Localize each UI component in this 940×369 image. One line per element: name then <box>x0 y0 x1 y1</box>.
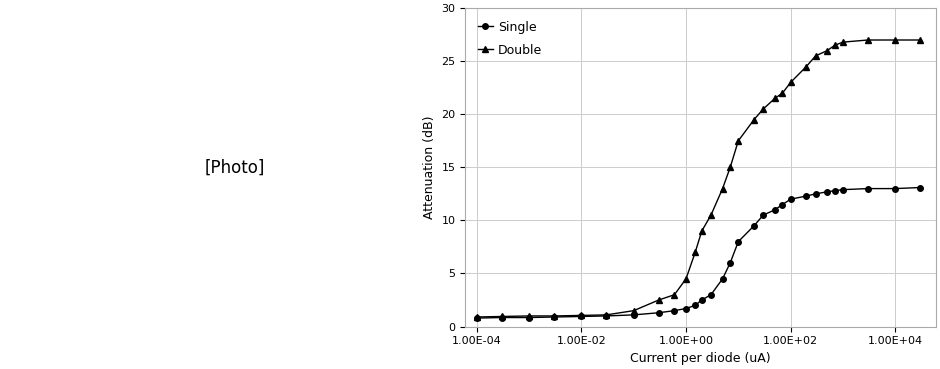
Text: [Photo]: [Photo] <box>205 158 265 176</box>
Double <box>576 313 588 318</box>
Single <box>628 313 639 317</box>
Single <box>732 239 744 244</box>
Double <box>524 314 535 318</box>
Single <box>668 308 680 313</box>
Double <box>697 229 708 233</box>
Single <box>822 190 833 194</box>
Single <box>748 224 760 228</box>
Double <box>668 293 680 297</box>
Double <box>758 107 769 111</box>
Single <box>758 213 769 217</box>
Single <box>653 311 665 315</box>
Double <box>471 315 482 319</box>
Single <box>717 277 728 281</box>
Single <box>889 186 901 191</box>
Single <box>838 187 849 192</box>
Double <box>548 314 559 318</box>
Single <box>548 315 559 319</box>
Single <box>690 303 701 307</box>
Double <box>717 186 728 191</box>
Double <box>822 48 833 53</box>
Single <box>862 186 873 191</box>
Single <box>496 315 508 320</box>
Single <box>801 194 812 198</box>
Single <box>776 202 788 207</box>
Double <box>705 213 716 217</box>
Double <box>776 91 788 95</box>
Single <box>697 298 708 302</box>
Double <box>628 308 639 313</box>
Single <box>725 261 736 265</box>
Double <box>810 54 822 58</box>
Single <box>785 197 796 201</box>
Double <box>769 96 780 101</box>
Y-axis label: Attenuation (dB): Attenuation (dB) <box>423 115 436 219</box>
Single <box>601 314 612 318</box>
Double <box>889 38 901 42</box>
Single <box>915 185 926 190</box>
Single <box>576 314 588 319</box>
Double <box>862 38 873 42</box>
X-axis label: Current per diode (uA): Current per diode (uA) <box>630 352 771 365</box>
Double <box>785 80 796 85</box>
Single <box>810 192 822 196</box>
Single <box>829 189 840 193</box>
Double <box>653 298 665 302</box>
Line: Single: Single <box>474 185 923 321</box>
Double <box>690 250 701 255</box>
Double <box>915 38 926 42</box>
Single <box>471 316 482 320</box>
Double <box>681 277 692 281</box>
Legend: Single, Double: Single, Double <box>472 14 548 63</box>
Single <box>524 315 535 320</box>
Double <box>838 40 849 44</box>
Double <box>748 117 760 122</box>
Line: Double: Double <box>474 37 923 320</box>
Double <box>725 165 736 170</box>
Double <box>829 43 840 48</box>
Single <box>769 208 780 212</box>
Double <box>732 139 744 143</box>
Double <box>496 314 508 319</box>
Single <box>705 293 716 297</box>
Double <box>801 64 812 69</box>
Double <box>601 313 612 317</box>
Single <box>681 306 692 311</box>
